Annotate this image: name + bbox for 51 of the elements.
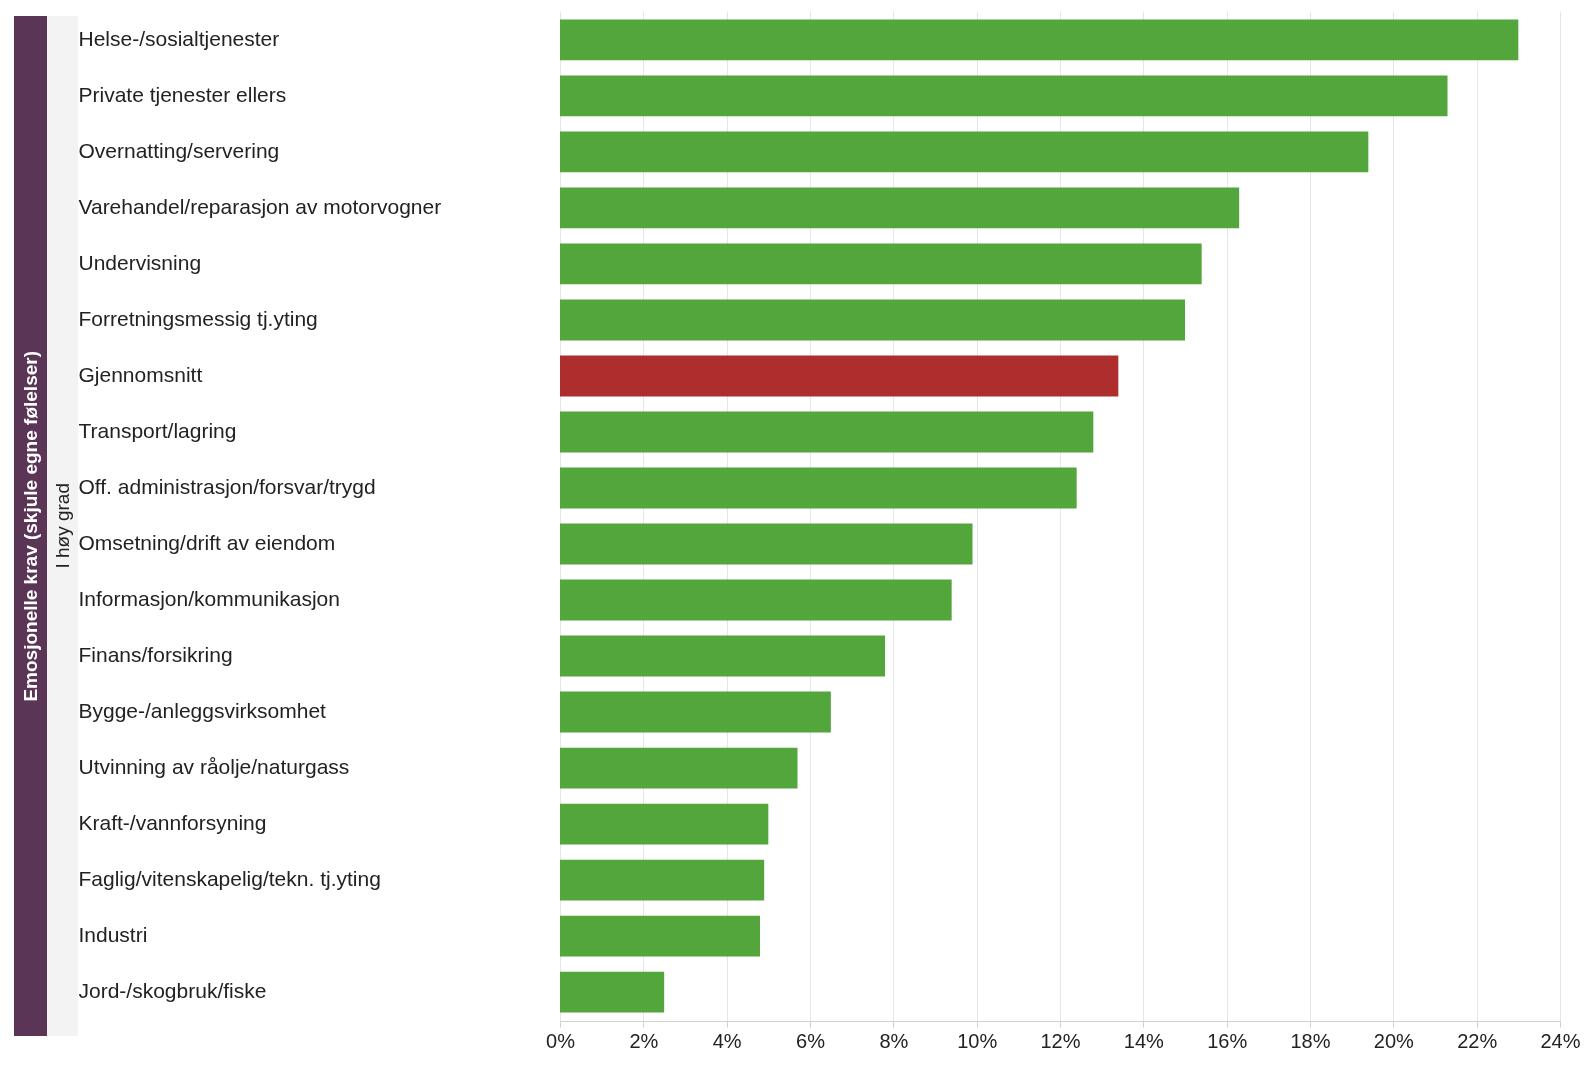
bar [560,187,1240,229]
x-tick-label: 6% [796,1029,826,1052]
bar [560,915,760,957]
x-tick-label: 12% [1040,1029,1081,1052]
bar [560,747,798,789]
y-tick-label: Transport/lagring [78,418,237,442]
y-tick-label: Gjennomsnitt [78,362,203,386]
y-tick-label: Faglig/vitenskapelig/tekn. tj.yting [78,867,381,891]
bar [560,635,885,677]
bar [560,803,769,845]
y-tick-label: Kraft-/vannforsyning [78,811,267,835]
bar [560,411,1094,453]
y-tick-label: Informasjon/kommunikasjon [78,587,340,611]
y-axis-title: Emosjonelle krav (skjule egne følelser) [19,350,42,702]
y-tick-label: Industri [78,923,148,947]
x-tick-label: 0% [546,1029,576,1052]
y-tick-label: Jord-/skogbruk/fiske [78,979,267,1003]
bar [560,131,1369,173]
text: I høy grad [51,483,74,569]
y-tick-label: Omsetning/drift av eiendom [78,531,336,555]
y-tick-label: Varehandel/reparasjon av motorvogner [78,194,442,218]
x-tick-label: 16% [1207,1029,1248,1052]
bar [560,859,765,901]
y-tick-label: Undervisning [78,250,202,274]
x-tick-label: 10% [957,1029,998,1052]
x-tick-label: 4% [712,1029,742,1052]
x-tick-label: 14% [1123,1029,1165,1052]
x-tick-label: 22% [1457,1029,1498,1052]
y-tick-label: Finans/forsikring [78,643,233,667]
x-tick-label: 2% [629,1029,659,1052]
bar [560,467,1077,509]
x-tick-label: 8% [879,1029,909,1052]
y-tick-label: Helse-/sosialtjenester [78,26,280,50]
bar [560,691,831,733]
y-tick-label: Overnatting/servering [78,138,280,162]
y-tick-label: Utvinning av råolje/naturgass [78,755,350,779]
x-tick-label: 24% [1540,1029,1581,1052]
bar [560,355,1119,397]
y-tick-label: Private tjenester ellers [78,82,287,106]
bar [560,523,973,565]
bar [560,971,665,1013]
bar [560,19,1519,61]
y-tick-label: Forretningsmessig tj.yting [78,306,318,330]
y-tick-label: Off. administrasjon/forsvar/trygd [78,474,376,498]
x-tick-label: 20% [1373,1029,1415,1052]
bar [560,75,1448,117]
y-tick-label: Bygge-/anleggsvirksomhet [78,699,327,723]
bar [560,243,1202,285]
bar [560,299,1185,341]
x-tick-label: 18% [1290,1029,1331,1052]
bar [560,579,952,621]
